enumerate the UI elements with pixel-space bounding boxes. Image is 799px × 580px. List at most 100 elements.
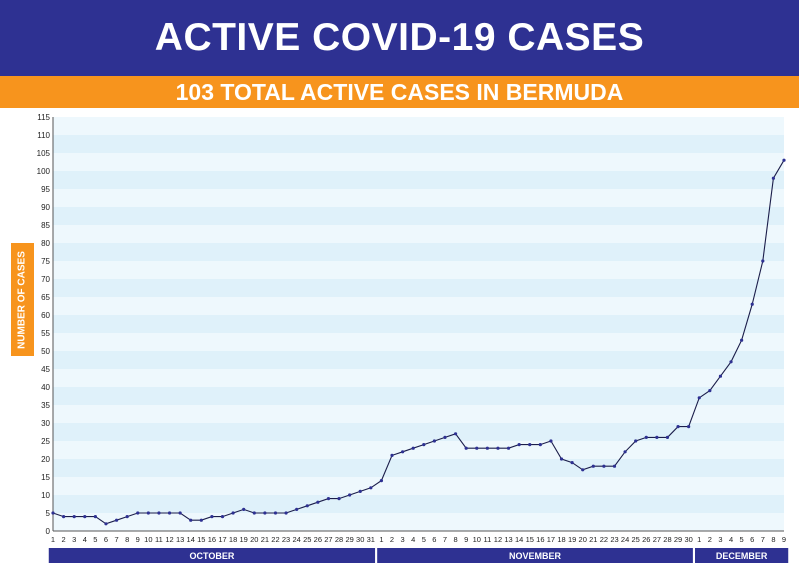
- x-tick-label: 28: [335, 535, 343, 544]
- y-tick-label: 100: [37, 167, 51, 176]
- y-tick-label: 30: [41, 419, 50, 428]
- month-labels: OCTOBER NOVEMBER DECEMBER: [48, 548, 789, 563]
- x-tick-label: 2: [62, 535, 66, 544]
- x-tick-label: 3: [401, 535, 405, 544]
- data-point: [136, 511, 140, 515]
- x-tick-label: 29: [674, 535, 682, 544]
- data-point: [432, 439, 436, 443]
- data-point: [348, 493, 352, 497]
- data-point: [390, 453, 394, 457]
- x-tick-label: 17: [218, 535, 226, 544]
- x-tick-label: 11: [155, 535, 163, 544]
- x-tick-label: 26: [314, 535, 322, 544]
- x-tick-label: 19: [568, 535, 576, 544]
- y-tick-label: 85: [41, 221, 50, 230]
- x-tick-label: 9: [782, 535, 786, 544]
- y-tick-label: 15: [41, 473, 50, 482]
- data-point: [273, 511, 278, 515]
- x-tick-label: 1: [51, 535, 55, 544]
- data-point: [104, 522, 108, 526]
- x-tick-label: 16: [536, 535, 544, 544]
- x-tick-label: 22: [600, 535, 608, 544]
- y-tick-label: 0: [46, 527, 51, 536]
- x-tick-label: 18: [229, 535, 237, 544]
- month-bar: [695, 548, 789, 563]
- x-tick-labels: 1 2 3 4 5 6 7 8 9 10 11 12 13 14 15 16 17 18 19 20 21 22 23 24 2…: [51, 535, 786, 544]
- grid-band: [53, 459, 784, 477]
- y-tick-label: 105: [37, 149, 51, 158]
- data-point: [750, 302, 754, 306]
- data-point: [740, 338, 744, 342]
- chart-title: ACTIVE COVID-19 CASES: [0, 0, 799, 76]
- grid-band: [53, 279, 784, 297]
- x-tick-label: 21: [261, 535, 269, 544]
- x-tick-label: 29: [345, 535, 353, 544]
- data-point: [708, 389, 712, 393]
- data-point: [782, 158, 786, 162]
- x-tick-label: 23: [610, 535, 618, 544]
- grid-band: [53, 117, 784, 135]
- data-point: [602, 464, 606, 468]
- x-tick-label: 28: [663, 535, 671, 544]
- data-point: [506, 446, 511, 450]
- data-point: [199, 518, 203, 522]
- data-point: [655, 435, 659, 439]
- x-tick-label: 7: [114, 535, 118, 544]
- data-point: [252, 511, 256, 515]
- y-tick-label: 65: [41, 293, 50, 302]
- grid-band: [53, 153, 784, 171]
- grid-band: [53, 477, 784, 495]
- x-tick-label: 3: [72, 535, 76, 544]
- data-points: [51, 158, 786, 526]
- x-tick-label: 5: [740, 535, 744, 544]
- x-tick-label: 7: [443, 535, 447, 544]
- series-line: [52, 159, 785, 525]
- grid-band: [53, 171, 784, 189]
- data-point: [178, 511, 182, 515]
- x-tick-label: 5: [93, 535, 97, 544]
- month-label: OCTOBER: [189, 551, 234, 561]
- data-point: [358, 489, 362, 493]
- grid-band: [53, 315, 784, 333]
- data-point: [634, 439, 638, 443]
- data-point: [379, 479, 384, 483]
- x-tick-label: 4: [729, 535, 733, 544]
- series-line: [52, 159, 785, 525]
- data-point: [464, 446, 468, 450]
- grid-band: [53, 243, 784, 261]
- x-tick-label: 26: [642, 535, 650, 544]
- x-tick-label: 5: [422, 535, 426, 544]
- y-tick-label: 80: [41, 239, 50, 248]
- grid-band: [53, 495, 784, 513]
- grid-band: [53, 207, 784, 225]
- x-tick-label: 18: [557, 535, 565, 544]
- grid-band: [53, 405, 784, 423]
- data-point: [146, 511, 150, 515]
- data-point: [72, 515, 76, 519]
- data-point: [591, 464, 595, 468]
- y-tick-label: 75: [41, 257, 50, 266]
- x-tick-label: 13: [176, 535, 184, 544]
- x-tick-label: 20: [579, 535, 587, 544]
- x-tick-label: 8: [453, 535, 457, 544]
- y-tick-labels: 0 5 10 15 20 25 30 35 40 45 50 55 60 65 70 75 80 85 90 95 10…: [37, 113, 51, 536]
- data-point: [676, 425, 680, 429]
- x-tick-label: 24: [621, 535, 629, 544]
- data-point: [51, 511, 55, 515]
- data-point: [83, 515, 87, 519]
- data-point: [411, 446, 415, 450]
- x-tick-label: 23: [282, 535, 290, 544]
- month-label: DECEMBER: [716, 551, 768, 561]
- y-tick-label: 50: [41, 347, 50, 356]
- data-point: [665, 435, 670, 439]
- grid-band: [53, 189, 784, 207]
- data-point: [125, 515, 129, 519]
- x-tick-label: 20: [250, 535, 258, 544]
- x-tick-label: 14: [515, 535, 523, 544]
- x-tick-label: 15: [526, 535, 534, 544]
- x-tick-label: 10: [144, 535, 152, 544]
- x-tick-label: 2: [390, 535, 394, 544]
- data-point: [337, 497, 341, 501]
- data-point: [231, 511, 235, 515]
- grid-band: [53, 297, 784, 315]
